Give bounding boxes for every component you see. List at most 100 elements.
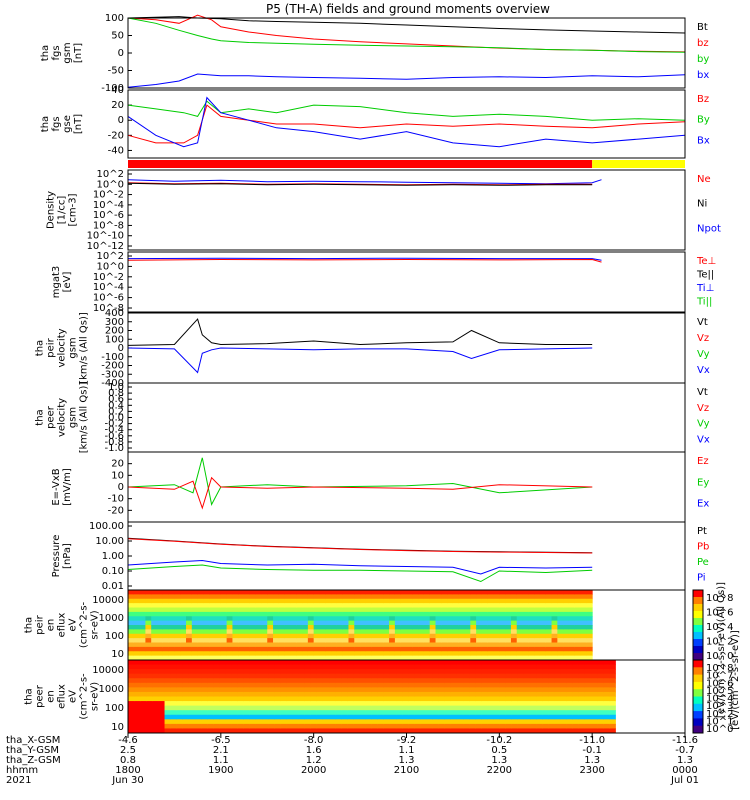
- heatmap-cell: [207, 714, 214, 720]
- heatmap-cell: [402, 723, 409, 729]
- heatmap-cell: [219, 710, 226, 716]
- heatmap-cell: [176, 673, 184, 679]
- heatmap-cell: [182, 678, 190, 684]
- heatmap-cell: [447, 651, 454, 657]
- heatmap-cell: [152, 714, 159, 720]
- heatmap-cell: [450, 723, 458, 729]
- heatmap-cell: [302, 642, 309, 648]
- heatmap-cell: [499, 660, 507, 666]
- heatmap-cell: [231, 719, 239, 725]
- heatmap-cell: [429, 642, 437, 648]
- heatmap-cell: [325, 625, 332, 630]
- heatmap-cell: [528, 590, 535, 595]
- heatmap-cell: [195, 691, 202, 697]
- heatmap-cell: [225, 669, 233, 675]
- heatmap-cell: [286, 664, 293, 670]
- heatmap-cell: [310, 705, 318, 711]
- heatmap-cell: [539, 638, 547, 643]
- heatmap-cell: [134, 691, 141, 697]
- heatmap-cell: [510, 590, 518, 595]
- heatmap-cell: [280, 664, 287, 670]
- heatmap-cell: [394, 629, 402, 635]
- heatmap-cell: [365, 590, 373, 595]
- bottom-row-value: -4.6: [118, 735, 138, 746]
- heatmap-cell: [557, 590, 564, 595]
- legend-entry: Bz: [697, 94, 709, 105]
- heatmap-cell: [481, 620, 489, 626]
- legend-entry: by: [697, 54, 709, 65]
- ytick-label: -1.0: [104, 443, 124, 454]
- heatmap-cell: [591, 673, 598, 679]
- heatmap-cell: [487, 719, 495, 725]
- heatmap-cell: [331, 646, 338, 652]
- heatmap-cell: [336, 611, 344, 617]
- heatmap-cell: [609, 691, 616, 697]
- heatmap-cell: [426, 664, 434, 670]
- heatmap-cell: [444, 728, 452, 734]
- heatmap-cell: [394, 646, 402, 652]
- heatmap-cell: [213, 669, 220, 675]
- heatmap-cell: [262, 678, 269, 684]
- heatmap-cell: [231, 687, 239, 693]
- heatmap-cell: [336, 603, 344, 608]
- heatmap-cell: [176, 710, 184, 716]
- heatmap-cell: [505, 620, 512, 626]
- heatmap-cell: [280, 728, 287, 734]
- heatmap-cell: [146, 701, 153, 707]
- heatmap-cell: [249, 723, 257, 729]
- heatmap-cell: [134, 710, 141, 716]
- heatmap-cell: [174, 642, 181, 648]
- heatmap-cell: [280, 660, 287, 666]
- heatmap-cell: [365, 719, 373, 725]
- heatmap-cell: [545, 590, 553, 595]
- heatmap-cell: [545, 655, 553, 661]
- heatmap-cell: [470, 590, 477, 595]
- heatmap-cell: [359, 660, 367, 666]
- heatmap-cell: [365, 629, 373, 635]
- heatmap-cell: [244, 646, 251, 652]
- heatmap-cell: [151, 620, 158, 626]
- heatmap-cell: [162, 603, 170, 608]
- heatmap-cell: [499, 723, 507, 729]
- heatmap-cell: [158, 714, 166, 720]
- heatmap-cell: [530, 714, 537, 720]
- heatmap-cell: [383, 590, 390, 595]
- heatmap-cell: [523, 669, 531, 675]
- heatmap-cell: [195, 723, 202, 729]
- heatmap-cell: [542, 710, 549, 716]
- heatmap-cell: [133, 598, 141, 604]
- heatmap-cell: [563, 638, 570, 643]
- heatmap-cell: [197, 651, 204, 657]
- heatmap-cell: [493, 664, 501, 670]
- heatmap-cell: [511, 719, 519, 725]
- ylabel-line: peer: [35, 684, 46, 708]
- ytick-label: -20: [108, 505, 124, 516]
- heatmap-cell: [286, 728, 293, 734]
- heatmap-cell: [336, 633, 344, 639]
- heatmap-cell: [182, 723, 190, 729]
- heatmap-cell: [463, 714, 470, 720]
- heatmap-cell: [396, 687, 403, 693]
- ytick-label: 100: [105, 13, 124, 24]
- heatmap-cell: [319, 594, 326, 600]
- heatmap-cell: [232, 655, 239, 661]
- heatmap-cell: [545, 620, 553, 626]
- heatmap-cell: [438, 691, 446, 697]
- heatmap-cell: [505, 682, 513, 688]
- heatmap-cell: [402, 691, 409, 697]
- heatmap-cell: [551, 616, 558, 622]
- heatmap-cell: [557, 638, 564, 643]
- heatmap-cell: [197, 633, 204, 639]
- heatmap-cell: [201, 714, 208, 720]
- heatmap-cell: [435, 616, 442, 622]
- heatmap-cell: [418, 590, 425, 595]
- heatmap-cell: [469, 705, 476, 711]
- heatmap-cell: [505, 655, 512, 661]
- heatmap-cell: [134, 669, 141, 675]
- heatmap-cell: [493, 642, 500, 648]
- heatmap-cell: [371, 629, 378, 635]
- heatmap-cell: [329, 660, 336, 666]
- heatmap-cell: [551, 607, 558, 613]
- heatmap-cell: [145, 590, 152, 595]
- legend-entry: Ni: [697, 199, 707, 210]
